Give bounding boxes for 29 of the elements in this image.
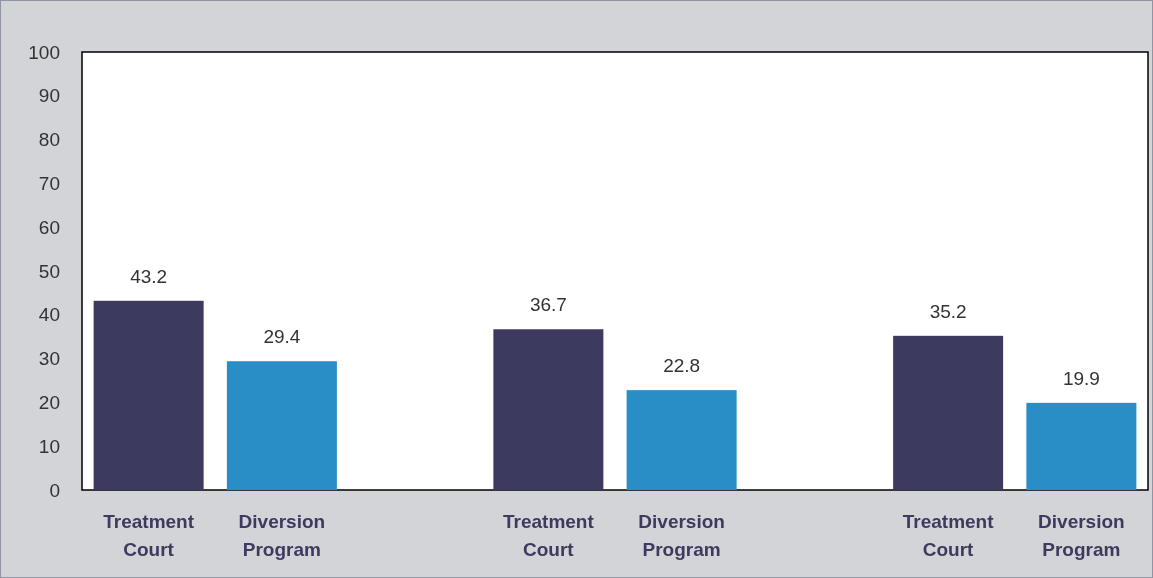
data-label: 36.7 — [529, 294, 567, 316]
bar — [93, 300, 204, 490]
x-tick-label: Treatment Court — [502, 511, 595, 560]
bar — [893, 335, 1004, 490]
x-tick-label: Treatment Court — [103, 511, 195, 560]
y-tick-label: 50 — [38, 260, 60, 282]
data-label: 19.9 — [1062, 367, 1100, 389]
y-tick-label: 70 — [38, 173, 60, 195]
x-tick-label: Diversion Program — [1038, 511, 1125, 560]
bar — [626, 390, 737, 490]
x-tick-label: Diversion Program — [638, 511, 725, 560]
y-tick-label: 80 — [38, 129, 60, 151]
y-tick-label: 90 — [38, 85, 60, 107]
y-tick-label: 40 — [38, 304, 60, 326]
y-tick-label: 60 — [38, 216, 60, 238]
bar — [226, 361, 337, 490]
bar — [493, 329, 604, 490]
data-label: 35.2 — [929, 300, 967, 322]
y-tick-label: 0 — [49, 479, 60, 501]
y-tick-label: 20 — [38, 392, 60, 414]
x-tick-label: Diversion Program — [238, 511, 326, 560]
x-tick-label: Treatment Court — [902, 511, 995, 560]
data-label: 43.2 — [130, 265, 168, 287]
data-label: 29.4 — [263, 326, 301, 348]
y-tick-label: 30 — [38, 348, 60, 370]
bar — [1026, 402, 1137, 490]
data-label: 22.8 — [663, 355, 701, 377]
y-tick-label: 100 — [28, 41, 60, 63]
y-tick-label: 10 — [38, 435, 60, 457]
